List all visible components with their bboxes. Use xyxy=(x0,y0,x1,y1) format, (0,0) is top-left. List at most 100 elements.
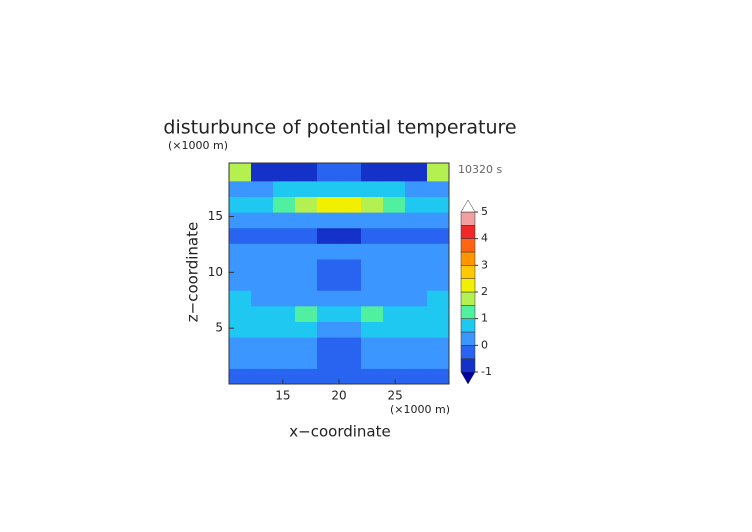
contour-cell xyxy=(427,163,450,182)
contour-cell xyxy=(229,321,252,338)
contour-cell xyxy=(383,337,406,354)
colorbar-band xyxy=(460,225,476,239)
contour-cell xyxy=(273,352,296,369)
contour-cell xyxy=(339,163,362,182)
colorbar-band xyxy=(460,305,476,319)
contour-cell xyxy=(251,321,274,338)
contour-cell xyxy=(295,243,318,260)
contour-cell xyxy=(339,243,362,260)
contour-cell xyxy=(273,368,296,385)
contour-cell xyxy=(317,227,340,244)
contour-cell xyxy=(361,337,384,354)
contour-cell xyxy=(383,243,406,260)
contour-cell xyxy=(317,321,340,338)
contour-cell xyxy=(295,196,318,213)
colorbar-band xyxy=(460,211,476,226)
contour-cell xyxy=(295,258,318,276)
contour-cell xyxy=(339,212,362,229)
contour-cell xyxy=(295,227,318,244)
contour-cell xyxy=(229,163,252,182)
colorbar-tick-label: -1 xyxy=(481,365,492,378)
contour-cell xyxy=(361,290,384,307)
contour-cell xyxy=(295,352,318,369)
colorbar-band xyxy=(460,265,476,279)
contour-cell xyxy=(405,163,428,182)
contour-cell xyxy=(251,212,274,229)
contour-cell xyxy=(405,305,428,322)
colorbar-band xyxy=(460,345,476,359)
contour-cell xyxy=(273,163,296,182)
contour-cell xyxy=(273,227,296,244)
contour-cell xyxy=(317,368,340,385)
contour-cell xyxy=(427,180,450,197)
contour-cell xyxy=(361,196,384,213)
y-tick-label: 15 xyxy=(208,209,223,223)
colorbar-band xyxy=(460,331,476,346)
contour-cell xyxy=(361,212,384,229)
contour-cell xyxy=(383,258,406,276)
contour-cell xyxy=(229,352,252,369)
contour-cell xyxy=(229,212,252,229)
contour-cell xyxy=(229,368,252,385)
contour-cell xyxy=(405,290,428,307)
contour-cell xyxy=(339,321,362,338)
contour-cell xyxy=(295,337,318,354)
contour-cell xyxy=(317,243,340,260)
contour-cell xyxy=(361,368,384,385)
y-tick-label: 10 xyxy=(208,265,223,279)
colorbar-band xyxy=(460,238,476,253)
contour-cell xyxy=(361,305,384,322)
contour-cell xyxy=(383,290,406,307)
contour-cell xyxy=(229,337,252,354)
contour-cell xyxy=(251,352,274,369)
contour-cell xyxy=(405,258,428,276)
contour-cell xyxy=(361,352,384,369)
contour-cell xyxy=(361,227,384,244)
contour-cell xyxy=(317,212,340,229)
contour-cell xyxy=(405,321,428,338)
colorbar-tick-label: 2 xyxy=(481,285,488,298)
contour-cell xyxy=(317,180,340,197)
contour-cell xyxy=(273,243,296,260)
contour-cell xyxy=(251,227,274,244)
contour-cell xyxy=(383,163,406,182)
contour-cell xyxy=(295,290,318,307)
colorbar-under xyxy=(460,371,476,385)
contour-cell xyxy=(339,258,362,276)
contour-cell xyxy=(427,258,450,276)
contour-cell xyxy=(295,305,318,322)
colorbar-tick-label: 1 xyxy=(481,312,488,325)
contour-cell xyxy=(251,180,274,197)
contour-cell xyxy=(339,368,362,385)
contour-cell xyxy=(251,196,274,213)
contour-cell xyxy=(339,305,362,322)
contour-cell xyxy=(427,337,450,354)
contour-cell xyxy=(405,352,428,369)
colorbar-tick-label: 3 xyxy=(481,258,488,271)
contour-cell xyxy=(295,212,318,229)
colorbar-tick-label: 4 xyxy=(481,232,488,245)
contour-cell xyxy=(361,321,384,338)
contour-cell xyxy=(229,274,252,291)
contour-cell xyxy=(273,258,296,276)
contour-cell xyxy=(405,243,428,260)
contour-cell xyxy=(383,180,406,197)
contour-cell xyxy=(317,274,340,291)
contour-cell xyxy=(317,290,340,307)
contour-cell xyxy=(427,352,450,369)
contour-cell xyxy=(339,352,362,369)
contour-cell xyxy=(229,227,252,244)
contour-cell xyxy=(405,227,428,244)
colorbar-band xyxy=(460,251,476,266)
contour-cell xyxy=(229,243,252,260)
contour-cell xyxy=(405,196,428,213)
contour-cell xyxy=(273,305,296,322)
contour-cell xyxy=(251,368,274,385)
contour-cell xyxy=(405,368,428,385)
contour-cell xyxy=(251,243,274,260)
contour-cell xyxy=(361,243,384,260)
contour-cell xyxy=(405,212,428,229)
x-tick-label: 25 xyxy=(387,389,402,403)
contour-cell xyxy=(405,180,428,197)
